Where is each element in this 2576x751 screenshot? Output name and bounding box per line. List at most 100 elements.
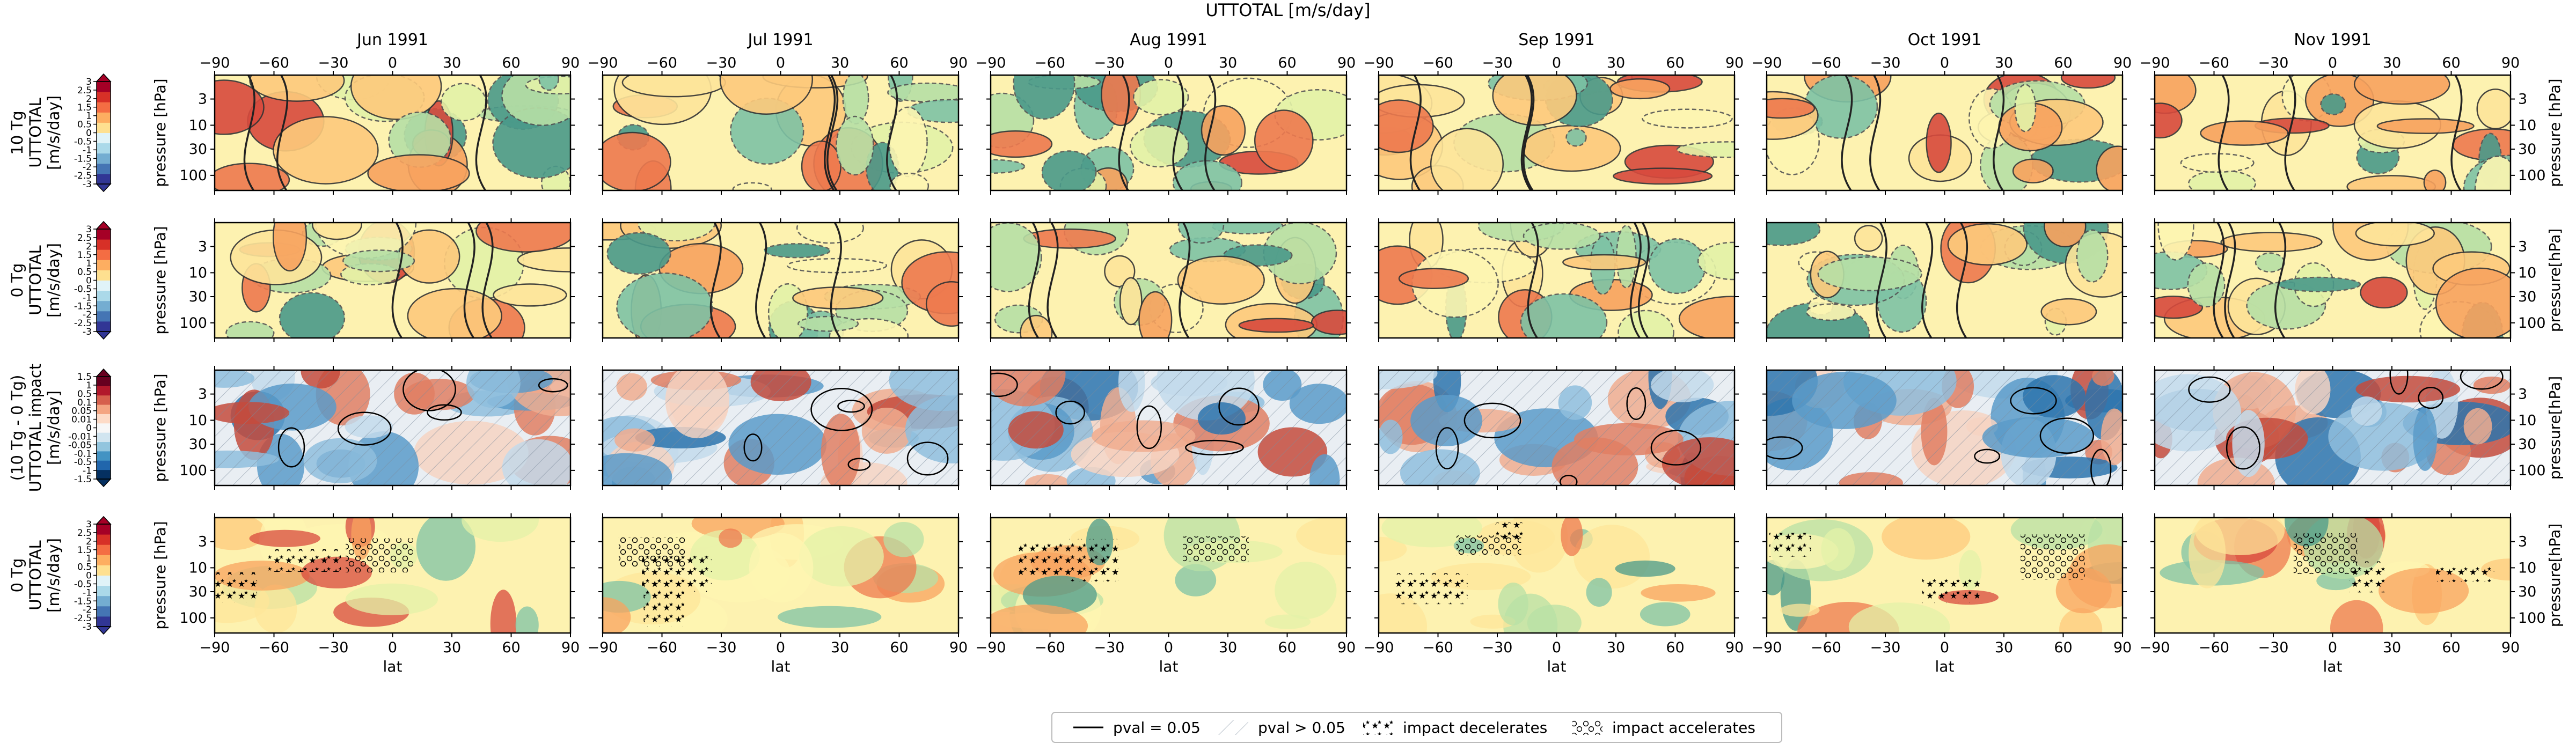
panel-r3-c1: 3 10 30 100 pressure [hPa] bbox=[151, 366, 575, 490]
x-tick-label: −30 bbox=[706, 639, 737, 656]
x-tick-label: 0 bbox=[1940, 639, 1949, 656]
panel-r2-c6: 3 10 30 100 pressure[hPa] bbox=[2150, 218, 2564, 342]
colorbar-swatch bbox=[97, 260, 111, 270]
x-tick-label: 60 bbox=[502, 55, 520, 71]
colorbar-swatch bbox=[97, 469, 111, 480]
x-tick-label: −90 bbox=[1752, 55, 1782, 71]
colorbar-swatch bbox=[97, 414, 111, 424]
x-tick-label: −30 bbox=[1482, 639, 1513, 656]
panel-r1-c1: −90 −60 −30 0 30 60 90 3 10 30 100 pressure [hPa] Ju… bbox=[151, 31, 580, 195]
colorbars: 32.521.510.50-0.5-1-1.5-2-2.5-332.521.51… bbox=[68, 73, 112, 635]
contour-field bbox=[603, 75, 958, 190]
colorbar-swatch bbox=[97, 239, 111, 250]
legend-item-1: pval = 0.05 bbox=[1073, 719, 1201, 737]
x-tick-label: −60 bbox=[647, 639, 677, 656]
colorbar-swatch bbox=[97, 280, 111, 291]
x-tick-label: 30 bbox=[1607, 639, 1625, 656]
x-tick-label: −90 bbox=[1752, 639, 1782, 656]
colorbar-4: 32.521.510.50-0.5-1-1.5-2-2.5-3 bbox=[74, 516, 112, 635]
contour-field bbox=[1767, 75, 2123, 190]
legend-stars-swatch bbox=[1363, 720, 1393, 735]
x-tick-label: −90 bbox=[588, 639, 618, 656]
colorbar-swatch bbox=[97, 112, 111, 123]
x-tick-label: −30 bbox=[706, 55, 737, 71]
contour-field bbox=[215, 518, 570, 633]
x-tick-label: 0 bbox=[2328, 639, 2337, 656]
y-tick-label: 30 bbox=[2518, 141, 2536, 158]
colorbar-tick-label: 0 bbox=[86, 276, 92, 286]
colorbar-extend-bottom bbox=[96, 626, 112, 635]
x-tick-label: −60 bbox=[1035, 639, 1065, 656]
colorbar-swatch bbox=[97, 143, 111, 154]
x-tick-label: 30 bbox=[1607, 55, 1625, 71]
x-tick-label: 0 bbox=[2328, 55, 2337, 71]
contour-field bbox=[1767, 223, 2123, 338]
colorbar-3: 1.510.50.10.050.010-0.01-0.05-0.1-0.5-1-… bbox=[68, 368, 112, 488]
row-label: 10 Tg bbox=[8, 111, 26, 154]
panel-r2-c3 bbox=[986, 218, 1351, 342]
row-label: [m/s/day] bbox=[45, 243, 63, 318]
x-tick-label: 60 bbox=[2054, 55, 2072, 71]
colorbar-tick-label: -1.5 bbox=[74, 596, 92, 607]
x-tick-label: 60 bbox=[2442, 639, 2460, 656]
colorbar-tick-label: -0.01 bbox=[68, 431, 92, 442]
y-tick-label: 3 bbox=[2518, 239, 2527, 255]
y-tick-label: 30 bbox=[2518, 584, 2536, 600]
column-title: Sep 1991 bbox=[1518, 31, 1594, 49]
colorbar-swatch bbox=[97, 606, 111, 617]
y-axis-label: pressure [hPa] bbox=[151, 521, 169, 629]
x-tick-label: 90 bbox=[2113, 55, 2132, 71]
x-tick-label: 30 bbox=[831, 55, 849, 71]
colorbar-tick-label: 2.5 bbox=[77, 528, 92, 539]
colorbar-swatch bbox=[97, 395, 111, 405]
x-tick-label: −90 bbox=[2140, 639, 2170, 656]
colorbar-swatch bbox=[97, 173, 111, 185]
column-title: Aug 1991 bbox=[1130, 31, 1207, 49]
contour-field bbox=[2155, 75, 2511, 190]
colorbar-tick-label: 2.5 bbox=[77, 233, 92, 244]
colorbar-tick-label: -2.5 bbox=[74, 318, 92, 329]
legend-label: pval = 0.05 bbox=[1113, 719, 1201, 737]
colorbar-tick-label: 1.5 bbox=[77, 250, 92, 261]
colorbar-swatch bbox=[97, 595, 111, 607]
contour-field bbox=[2155, 223, 2511, 338]
y-tick-label: 100 bbox=[179, 167, 207, 184]
colorbar-tick-label: 0.01 bbox=[71, 415, 92, 425]
x-tick-label: −90 bbox=[1364, 55, 1394, 71]
y-axis-label: pressure [hPa] bbox=[151, 226, 169, 334]
x-tick-label: 60 bbox=[1278, 55, 1296, 71]
legend-label: pval > 0.05 bbox=[1258, 719, 1345, 737]
colorbar-tick-label: -1.5 bbox=[74, 301, 92, 312]
colorbar-tick-label: -1 bbox=[83, 466, 92, 476]
colorbar-tick-label: 2.5 bbox=[77, 85, 92, 96]
colorbar-swatch bbox=[97, 82, 111, 92]
y-tick-label: 100 bbox=[2518, 610, 2546, 627]
y-tick-label: 10 bbox=[189, 117, 207, 134]
contour-field bbox=[1379, 518, 1735, 633]
y-tick-label: 3 bbox=[198, 239, 207, 255]
colorbar-swatch bbox=[97, 565, 111, 576]
colorbar-swatch bbox=[97, 92, 111, 102]
colorbar-tick-label: -3 bbox=[83, 327, 92, 337]
colorbar-extend-top bbox=[96, 220, 112, 230]
contour-field bbox=[1767, 518, 2123, 633]
y-tick-label: 10 bbox=[189, 264, 207, 281]
y-axis-label-right: pressure[hPa] bbox=[2546, 524, 2564, 627]
colorbar-swatch bbox=[97, 616, 111, 627]
x-tick-label: −30 bbox=[1094, 55, 1125, 71]
contour-field bbox=[603, 518, 958, 633]
colorbar-swatch bbox=[97, 585, 111, 597]
legend-label: impact accelerates bbox=[1612, 719, 1755, 737]
legend-item-2: pval > 0.05 bbox=[1218, 719, 1345, 737]
colorbar-extend-bottom bbox=[96, 183, 112, 193]
y-axis-label-right: pressure[hPa] bbox=[2546, 376, 2564, 480]
x-tick-label: 30 bbox=[2383, 55, 2401, 71]
contour-field bbox=[215, 223, 570, 338]
colorbar-tick-label: -1 bbox=[83, 292, 92, 303]
panel-r2-c5 bbox=[1762, 218, 2127, 342]
colorbar-tick-label: 0.5 bbox=[77, 120, 92, 130]
x-tick-label: 60 bbox=[890, 55, 908, 71]
x-tick-label: 0 bbox=[1552, 55, 1561, 71]
colorbar-swatch bbox=[97, 451, 111, 461]
